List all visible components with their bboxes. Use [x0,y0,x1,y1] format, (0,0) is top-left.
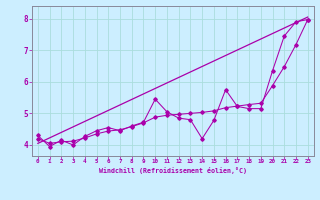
X-axis label: Windchill (Refroidissement éolien,°C): Windchill (Refroidissement éolien,°C) [99,167,247,174]
